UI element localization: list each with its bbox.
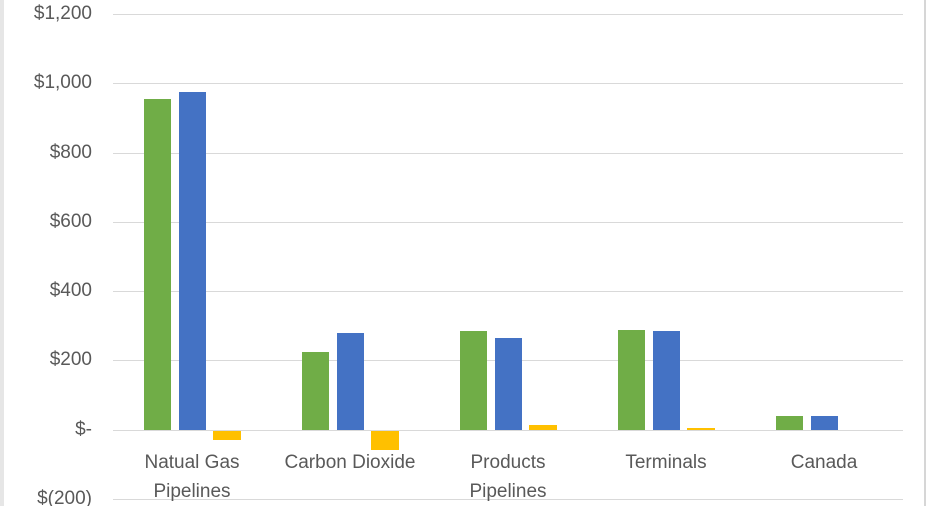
x-tick-label-canada: Canada	[745, 448, 903, 477]
left-border	[0, 0, 4, 506]
x-tick-label-line: Pipelines	[469, 481, 547, 502]
y-tick-label: $200	[49, 349, 92, 370]
bar-blue-series-natual-gas-pipelines	[179, 92, 206, 430]
gridline-1000	[113, 83, 903, 84]
x-tick-label-line: Pipelines	[153, 481, 231, 502]
y-tick-label: $400	[49, 280, 92, 301]
x-tick-label-line: Natual Gas	[144, 452, 240, 473]
bar-green-series-canada	[776, 416, 803, 430]
x-tick-label-products-pipelines: Products Pipelines	[429, 448, 587, 506]
bar-blue-series-products-pipelines	[495, 338, 522, 430]
bar-blue-series-terminals	[653, 331, 680, 430]
gridline-600	[113, 222, 903, 223]
bar-yellow-series-natual-gas-pipelines	[213, 431, 241, 440]
y-tick-label: $1,200	[33, 3, 92, 24]
bar-blue-series-canada	[811, 416, 838, 430]
right-border	[924, 0, 926, 506]
gridline--200	[113, 499, 903, 500]
gridline-1200	[113, 14, 903, 15]
x-tick-label-line: Terminals	[625, 452, 707, 473]
x-tick-label-natual-gas-pipelines: Natual Gas Pipelines	[113, 448, 271, 506]
y-tick-label: $(200)	[37, 488, 92, 506]
x-tick-label-line: Products	[470, 452, 546, 473]
bar-green-series-terminals	[618, 330, 645, 430]
bar-green-series-natual-gas-pipelines	[144, 99, 171, 430]
gridline-800	[113, 153, 903, 154]
bar-yellow-series-products-pipelines	[529, 425, 557, 430]
x-tick-label-line: Canada	[790, 452, 858, 473]
gridline-0	[113, 430, 903, 431]
y-tick-label: $800	[49, 142, 92, 163]
x-tick-label-terminals: Terminals	[587, 448, 745, 477]
x-tick-label-line: Carbon Dioxide	[284, 452, 416, 473]
bar-green-series-products-pipelines	[460, 331, 487, 430]
gridline-400	[113, 291, 903, 292]
bar-yellow-series-terminals	[687, 428, 715, 430]
y-tick-label: $600	[49, 211, 92, 232]
bar-yellow-series-carbon-dioxide	[371, 431, 399, 450]
bar-blue-series-carbon-dioxide	[337, 333, 364, 430]
y-tick-label: $1,000	[33, 72, 92, 93]
bar-green-series-carbon-dioxide	[302, 352, 329, 430]
x-tick-label-carbon-dioxide: Carbon Dioxide	[271, 448, 429, 477]
y-tick-label: $-	[75, 419, 92, 440]
